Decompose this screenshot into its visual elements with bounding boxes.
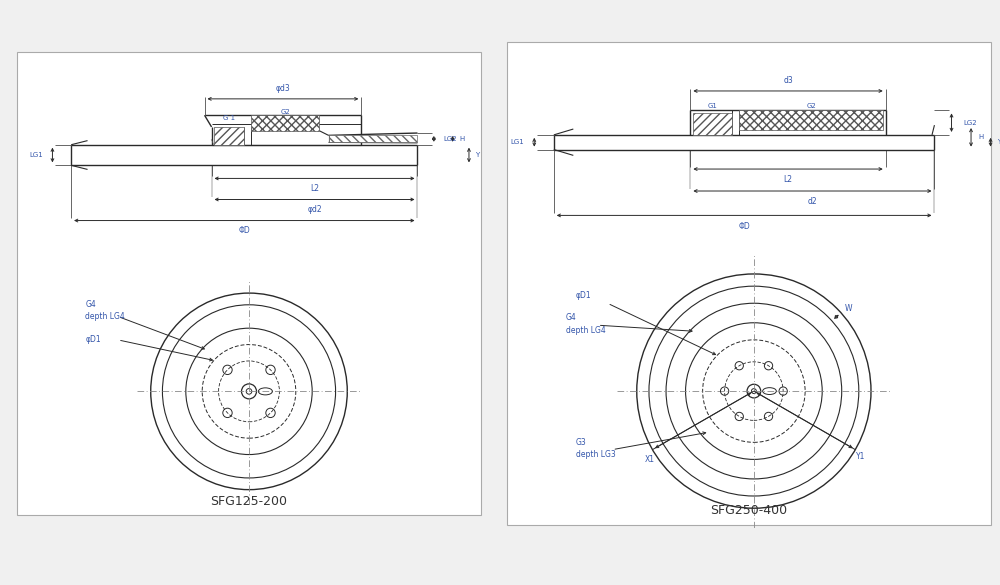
Text: G2: G2 [280, 108, 290, 115]
Bar [693, 113, 732, 135]
Text: d2: d2 [808, 197, 817, 207]
Text: H: H [978, 135, 983, 140]
Text: Y: Y [475, 152, 480, 158]
Text: G4: G4 [85, 300, 96, 309]
Text: ΦD: ΦD [238, 226, 250, 235]
Text: G4: G4 [566, 314, 577, 322]
Text: X1: X1 [645, 455, 655, 464]
Bar [214, 127, 244, 144]
Text: H: H [459, 136, 465, 142]
Text: G2: G2 [806, 102, 816, 109]
Text: φd3: φd3 [276, 84, 290, 93]
Bar [251, 115, 319, 130]
Text: depth LG4: depth LG4 [566, 326, 606, 335]
Text: depth LG4: depth LG4 [85, 312, 125, 321]
Text: L2: L2 [784, 176, 793, 184]
Text: LG1: LG1 [29, 152, 43, 158]
Text: LG1: LG1 [510, 139, 524, 145]
Text: ΦD: ΦD [738, 222, 750, 230]
Text: Y1: Y1 [856, 452, 865, 462]
Text: depth LG3: depth LG3 [576, 450, 616, 459]
Text: φD1: φD1 [576, 291, 591, 301]
Text: G1: G1 [707, 102, 717, 109]
Text: SFG250-400: SFG250-400 [710, 504, 788, 517]
Text: φd2: φd2 [307, 205, 322, 214]
Text: φD1: φD1 [85, 335, 101, 345]
Text: L2: L2 [310, 184, 319, 193]
Text: G3: G3 [576, 438, 587, 447]
Text: d3: d3 [783, 75, 793, 85]
Text: W: W [844, 304, 852, 314]
Text: LG2: LG2 [443, 136, 457, 142]
Text: G 1: G 1 [223, 115, 235, 121]
Bar [329, 135, 417, 142]
Bar [739, 111, 883, 130]
Text: Y: Y [997, 139, 1000, 145]
Text: LG2: LG2 [963, 120, 977, 126]
Text: SFG125-200: SFG125-200 [211, 495, 288, 508]
